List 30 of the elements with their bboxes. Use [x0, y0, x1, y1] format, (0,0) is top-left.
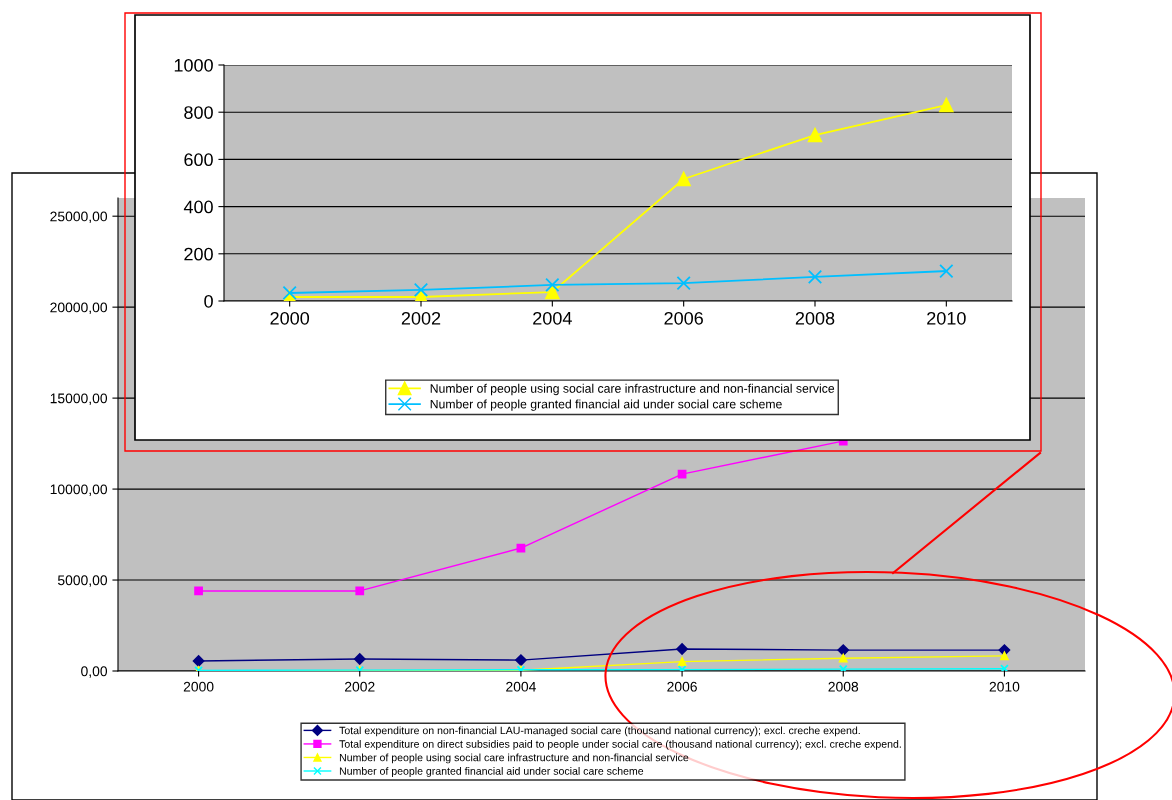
y-tick-label: 5000,00	[57, 575, 108, 587]
legend-label: Number of people granted financial aid under social care scheme	[430, 399, 782, 411]
x-tick-label: 2008	[828, 681, 859, 692]
y-tick-label: 20000,00	[50, 302, 108, 314]
y-tick-label: 1000	[174, 58, 213, 72]
y-tick-label: 0	[204, 294, 213, 308]
legend-label: Number of people granted financial aid under social care scheme	[339, 767, 644, 777]
y-tick-label: 400	[183, 200, 213, 214]
x-tick-label: 2004	[533, 311, 572, 325]
x-tick-label: 2000	[183, 681, 214, 692]
legend-label: Total expenditure on non-financial LAU-managed social care (thousand national currency); excl. creche expend.	[339, 726, 860, 737]
legend-label: Total expenditure on direct subsidies paid to people under social care (thousand national currency); excl. creche expend.	[339, 739, 901, 750]
y-tick-label: 600	[184, 153, 213, 167]
x-tick-label: 2002	[401, 311, 441, 325]
x-tick-label: 2006	[667, 681, 697, 692]
legend-label: Number of people using social care infrastructure and non-financial service	[339, 753, 689, 764]
y-tick-label: 200	[184, 247, 213, 261]
x-tick-label: 2002	[345, 681, 375, 692]
y-tick-label: 0,00	[81, 666, 108, 678]
x-tick-label: 2006	[664, 311, 703, 325]
x-tick-label: 2010	[927, 311, 966, 325]
x-tick-label: 2010	[989, 681, 1020, 692]
y-tick-label: 25000,00	[50, 211, 108, 223]
y-tick-label: 15000,00	[50, 393, 108, 405]
x-tick-label: 2004	[506, 681, 536, 692]
legend-label: Number of people using social care infrastructure and non-financial service	[430, 383, 835, 396]
y-tick-label: 800	[184, 106, 213, 119]
x-tick-label: 2008	[795, 311, 835, 325]
y-tick-label: 10000,00	[50, 484, 108, 496]
x-tick-label: 2000	[270, 311, 310, 325]
